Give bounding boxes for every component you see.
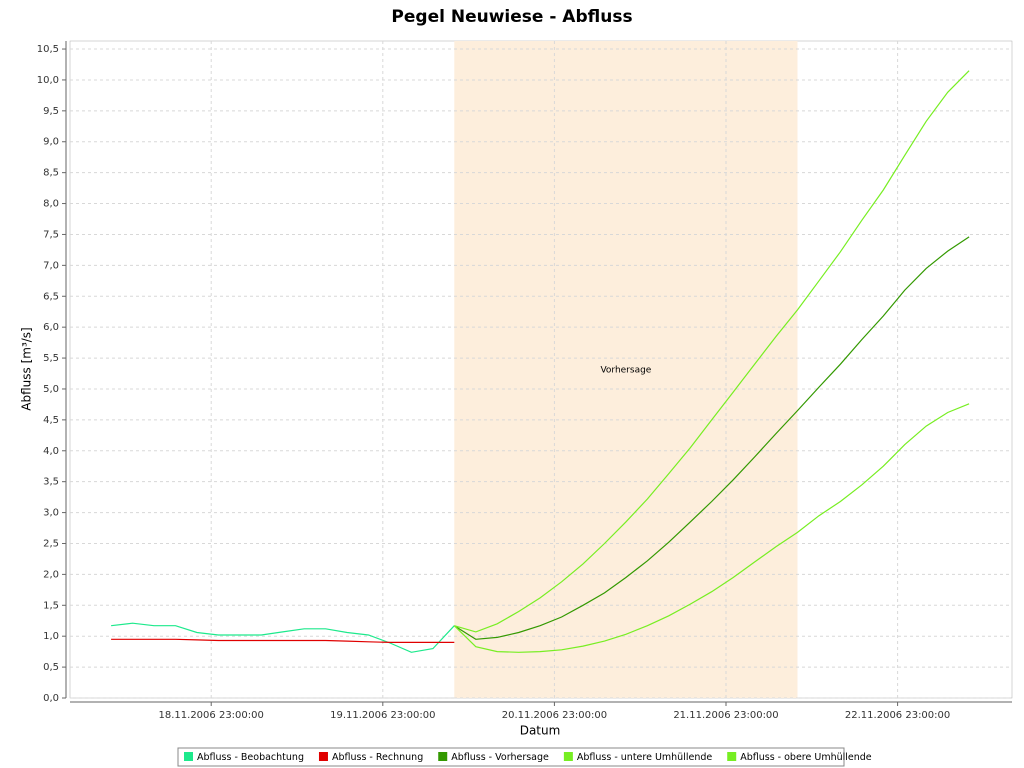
y-tick-label: 9,5 — [43, 106, 59, 117]
y-tick-label: 8,0 — [43, 199, 59, 210]
band-label: Vorhersage — [600, 366, 651, 376]
legend-swatch — [318, 752, 328, 761]
y-tick-label: 10,0 — [37, 75, 59, 86]
y-tick-label: 2,0 — [43, 569, 59, 580]
y-tick-label: 7,0 — [43, 260, 59, 271]
legend-label: Abfluss - Vorhersage — [451, 752, 549, 763]
y-tick-label: 9,0 — [43, 137, 59, 148]
legend-label: Abfluss - obere Umhüllende — [740, 752, 872, 763]
x-tick-label: 20.11.2006 23:00:00 — [502, 710, 607, 721]
legend-label: Abfluss - untere Umhüllende — [577, 752, 712, 763]
y-tick-label: 7,5 — [43, 229, 59, 240]
chart-title: Pegel Neuwiese - Abfluss — [391, 7, 632, 27]
y-tick-label: 1,0 — [43, 631, 59, 642]
y-tick-label: 3,5 — [43, 477, 59, 488]
y-tick-label: 6,5 — [43, 291, 59, 302]
y-tick-label: 5,5 — [43, 353, 59, 364]
y-tick-label: 6,0 — [43, 322, 59, 333]
y-tick-label: 0,5 — [43, 662, 59, 673]
series-line — [454, 70, 970, 633]
y-tick-label: 8,5 — [43, 168, 59, 179]
y-tick-label: 4,0 — [43, 446, 59, 457]
x-tick-label: 22.11.2006 23:00:00 — [845, 710, 950, 721]
forecast-band — [454, 41, 798, 698]
x-tick-label: 18.11.2006 23:00:00 — [159, 710, 264, 721]
legend-label: Abfluss - Rechnung — [332, 752, 423, 763]
y-tick-label: 2,5 — [43, 538, 59, 549]
legend-label: Abfluss - Beobachtung — [197, 752, 304, 763]
x-tick-label: 21.11.2006 23:00:00 — [673, 710, 778, 721]
series-line — [453, 403, 970, 653]
y-tick-label: 3,0 — [43, 508, 59, 519]
series-line — [111, 622, 455, 653]
y-tick-label: 0,0 — [43, 693, 59, 704]
series-line — [111, 638, 455, 643]
series-line — [453, 236, 970, 640]
y-tick-label: 1,5 — [43, 600, 59, 611]
legend-swatch — [184, 752, 193, 761]
x-axis-label: Datum — [520, 724, 561, 738]
legend-swatch — [727, 752, 737, 761]
y-tick-label: 5,0 — [43, 384, 59, 395]
y-axis-label: Abfluss [m³/s] — [20, 327, 34, 410]
legend-swatch — [438, 752, 448, 761]
legend-swatch — [563, 752, 573, 761]
y-tick-label: 10,5 — [37, 44, 59, 55]
x-tick-label: 19.11.2006 23:00:00 — [330, 710, 435, 721]
legend — [177, 747, 845, 767]
y-tick-label: 4,5 — [43, 415, 59, 426]
